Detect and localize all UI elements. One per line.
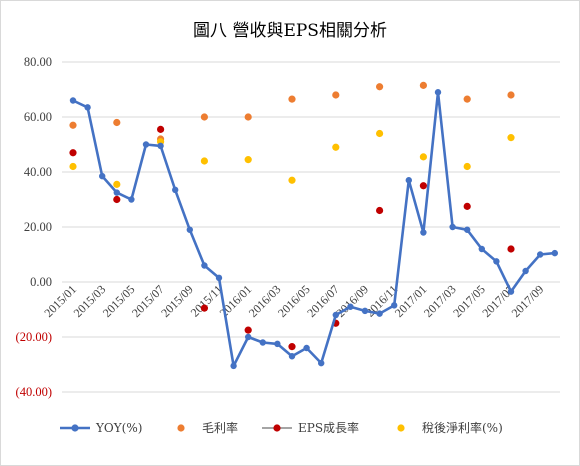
- data-point: [449, 223, 456, 231]
- y-tick-label: 80.00: [24, 55, 52, 69]
- data-point: [303, 344, 310, 352]
- data-point: [361, 307, 369, 315]
- data-point: [113, 180, 121, 188]
- legend-item: EPS成長率: [262, 420, 359, 435]
- y-tick-label: (20.00): [16, 330, 52, 344]
- data-point: [478, 245, 485, 253]
- series-1: [69, 125, 515, 351]
- data-point: [434, 89, 442, 96]
- data-point: [463, 162, 471, 171]
- legend-marker: [177, 424, 185, 432]
- data-point: [245, 333, 252, 341]
- data-point: [507, 91, 515, 99]
- data-point: [463, 95, 471, 103]
- data-point: [99, 172, 106, 180]
- data-point: [201, 262, 208, 269]
- legend-marker: [273, 424, 281, 432]
- data-point: [113, 195, 121, 204]
- data-point: [157, 142, 164, 150]
- plot-series: [69, 81, 558, 370]
- data-point: [259, 339, 266, 346]
- y-tick-label: 0.00: [30, 275, 52, 289]
- data-point: [332, 143, 340, 151]
- y-axis-ticks: 80.00 60.00 40.00 20.00 0.00 (20.00) (40.00): [16, 55, 52, 399]
- series-line: [72, 91, 555, 368]
- series-2: [69, 129, 515, 188]
- data-point: [507, 288, 515, 295]
- data-point: [347, 303, 354, 310]
- data-point: [318, 359, 325, 367]
- legend-label: EPS成長率: [298, 420, 359, 435]
- data-point: [551, 249, 558, 257]
- data-point: [464, 226, 471, 233]
- legend-label: 毛利率: [202, 420, 238, 435]
- y-tick-label: 20.00: [24, 220, 52, 234]
- chart-title: 圖八 營收與EPS相關分析: [193, 21, 387, 41]
- data-point: [419, 182, 427, 190]
- data-point: [419, 153, 427, 161]
- data-point: [537, 251, 544, 258]
- legend-label: YOY(%): [95, 421, 142, 435]
- data-point: [288, 95, 296, 103]
- legend-item: YOY(%): [60, 421, 142, 435]
- data-point: [288, 343, 296, 351]
- data-point: [274, 340, 281, 348]
- series-yoy: [69, 89, 558, 370]
- legend-item: 毛利率: [177, 420, 238, 435]
- data-point: [376, 83, 384, 91]
- data-point: [332, 311, 339, 319]
- legend-label: 稅後淨利率(%): [422, 420, 503, 435]
- data-point: [376, 129, 384, 138]
- data-point: [507, 245, 515, 253]
- data-point: [376, 310, 383, 317]
- data-point: [288, 353, 296, 360]
- data-point: [244, 326, 252, 334]
- data-point: [391, 302, 398, 309]
- data-point: [157, 125, 165, 133]
- data-point: [113, 118, 121, 127]
- data-point: [186, 226, 193, 233]
- data-point: [522, 267, 529, 275]
- data-point: [200, 113, 208, 121]
- data-point: [142, 141, 150, 148]
- data-point: [69, 162, 77, 171]
- legend-marker: [397, 424, 405, 432]
- data-point: [244, 156, 252, 164]
- data-point: [69, 97, 77, 104]
- legend-item: 稅後淨利率(%): [397, 420, 503, 435]
- data-point: [332, 91, 340, 99]
- y-tick-label: (40.00): [16, 385, 52, 399]
- data-point: [493, 258, 500, 265]
- y-tick-label: 40.00: [24, 165, 52, 179]
- data-point: [172, 186, 179, 194]
- data-point: [244, 113, 252, 121]
- data-point: [215, 274, 223, 282]
- data-point: [419, 81, 427, 89]
- data-point: [288, 176, 296, 184]
- data-point: [405, 177, 412, 184]
- legend-marker: [71, 424, 79, 432]
- data-point: [230, 362, 237, 370]
- data-point: [200, 304, 208, 312]
- data-point: [376, 206, 384, 215]
- data-point: [507, 134, 515, 142]
- data-point: [128, 196, 135, 203]
- y-tick-label: 60.00: [24, 110, 52, 124]
- data-point: [69, 121, 77, 129]
- data-point: [463, 202, 471, 210]
- gridlines: [62, 61, 560, 393]
- data-point: [69, 149, 77, 157]
- data-point: [420, 229, 427, 236]
- data-point: [84, 104, 91, 111]
- legend: YOY(%) 毛利率 EPS成長率 稅後淨利率(%): [60, 420, 503, 435]
- data-point: [113, 189, 121, 196]
- data-point: [200, 157, 208, 165]
